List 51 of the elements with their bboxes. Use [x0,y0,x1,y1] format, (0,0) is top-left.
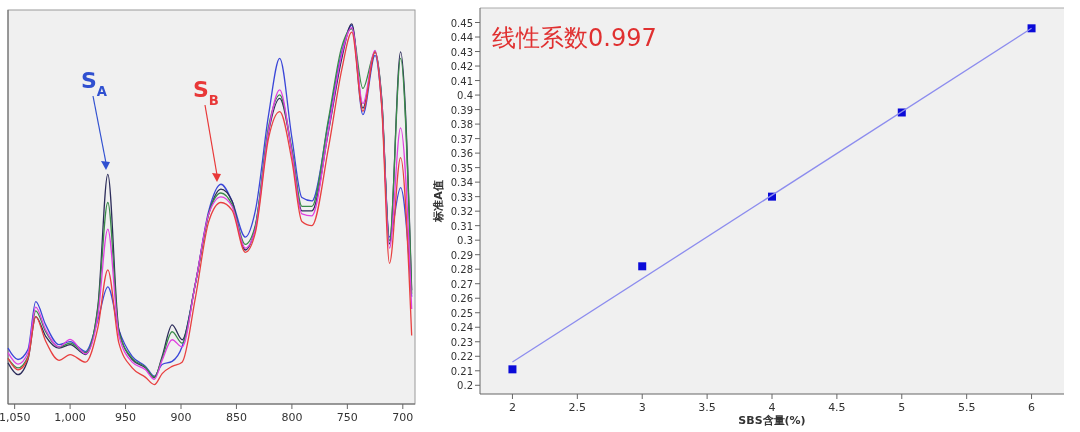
x-tick-label: 1,000 [54,411,86,424]
annotation: S$_{B}$ [193,77,219,108]
x-axis-title: SBS含量(%) [738,414,806,427]
y-tick-label: 0.41 [450,75,473,87]
annotation: S$_{A}$ [81,68,108,99]
y-tick-label: 0.36 [450,148,473,160]
y-tick-label: 0.24 [450,322,473,334]
x-tick-label: 3 [638,401,646,414]
x-tick-label: 5.5 [957,401,976,414]
y-tick-label: 0.26 [450,293,473,305]
y-tick-label: 0.39 [450,104,473,116]
y-tick-label: 0.2 [457,380,473,392]
y-tick-label: 0.28 [450,264,473,276]
y-tick-label: 0.23 [450,336,473,348]
y-tick-label: 0.34 [450,177,473,189]
y-tick-label: 0.38 [450,119,473,131]
y-tick-label: 0.43 [450,46,473,58]
y-tick-label: 0.31 [450,220,473,232]
x-tick-label: 4.5 [828,401,846,414]
y-tick-label: 0.22 [450,351,473,363]
x-tick-label: 800 [281,411,303,424]
x-tick-label: 3.5 [698,401,716,414]
y-tick-label: 0.32 [450,206,473,218]
point [638,262,647,271]
point [1027,24,1036,33]
y-axis-title: 标准A值 [432,180,445,223]
x-tick-label: 1,050 [0,411,31,424]
x-tick-label: 5 [898,401,906,414]
x-tick-label: 850 [225,411,247,424]
x-tick-label: 2.5 [568,401,587,414]
y-tick-label: 0.35 [450,162,473,174]
y-tick-label: 0.29 [450,249,473,261]
x-tick-label: 4 [768,401,776,414]
x-tick-label: 700 [392,411,414,424]
x-tick-label: 2 [508,401,516,414]
annotation: 线性系数0.997 [492,24,657,52]
y-tick-label: 0.25 [450,307,473,319]
y-tick-label: 0.33 [450,191,473,203]
y-tick-label: 0.42 [450,61,473,73]
x-tick-label: 950 [115,411,137,424]
y-tick-label: 0.44 [450,32,473,44]
y-tick-label: 0.21 [450,365,473,377]
y-tick-label: 0.37 [450,133,473,145]
point [508,365,517,374]
y-tick-label: 0.45 [450,17,473,29]
x-tick-label: 6 [1028,401,1036,414]
x-tick-label: 900 [170,411,192,424]
y-tick-label: 0.3 [457,235,473,247]
y-tick-label: 0.4 [457,90,473,102]
y-tick-label: 0.27 [450,278,473,290]
x-tick-label: 750 [336,411,358,424]
